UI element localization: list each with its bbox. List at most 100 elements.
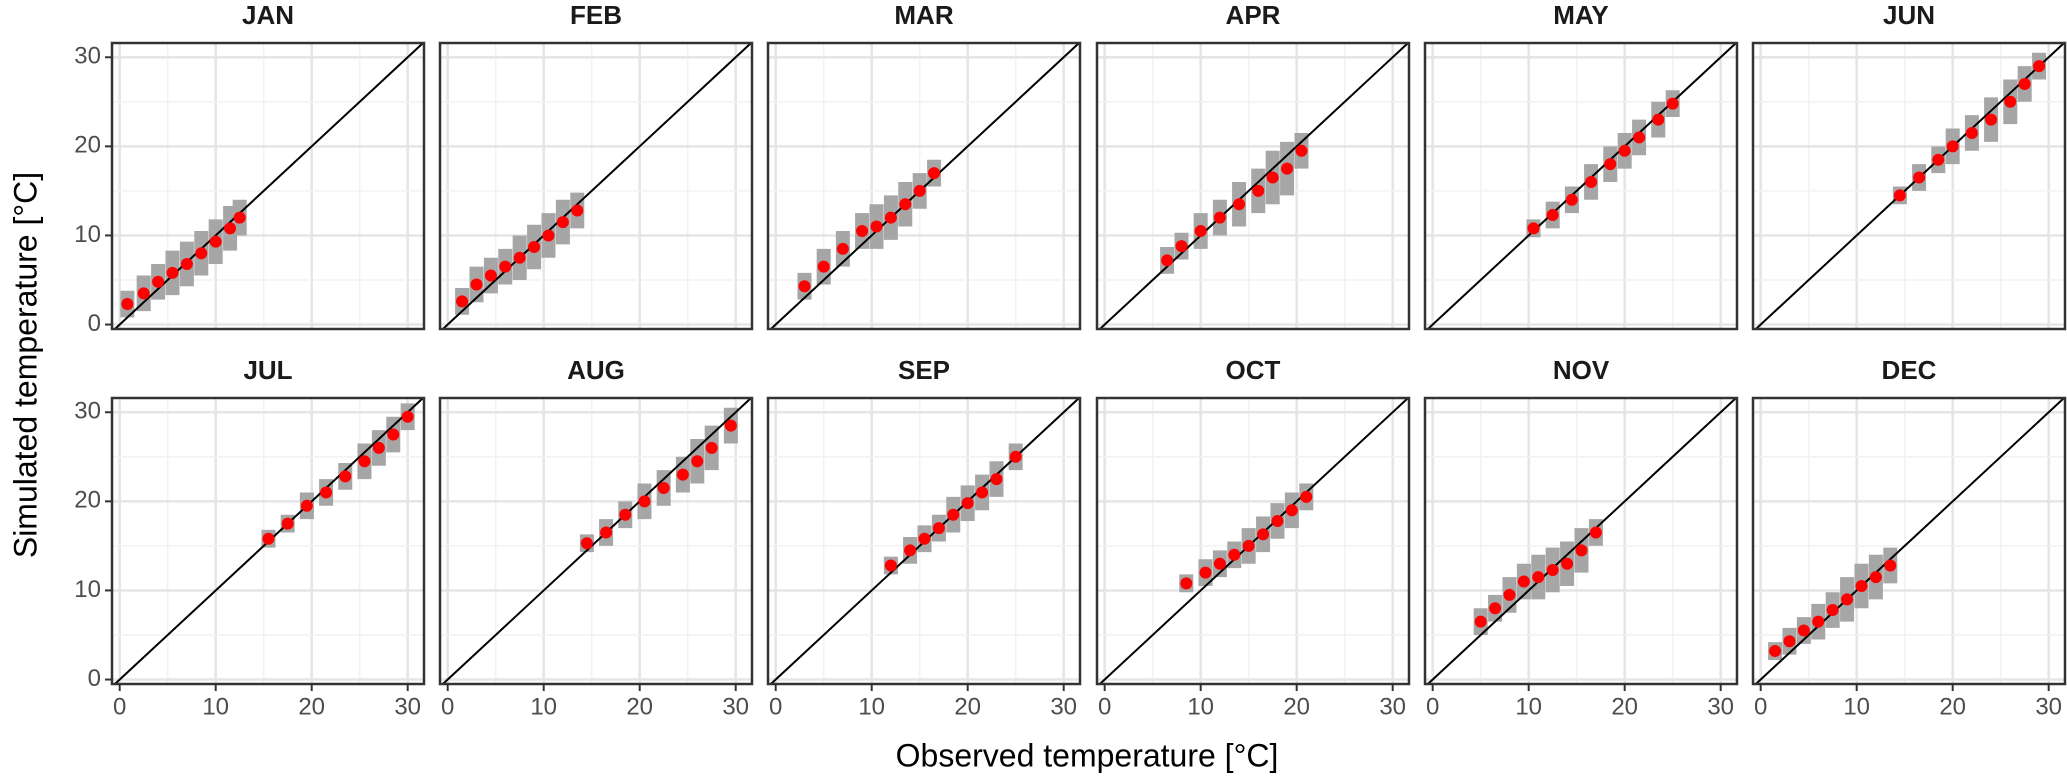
point (528, 241, 541, 254)
point (1281, 162, 1294, 175)
panel-border (110, 396, 426, 686)
x-tick-label: 0 (1098, 693, 1111, 720)
point (928, 167, 941, 180)
x-tick-label: 20 (1283, 693, 1310, 720)
point (1826, 604, 1839, 617)
facet-title: JAN (242, 0, 294, 30)
y-tick-label: 20 (74, 132, 101, 159)
one-to-one-line (1099, 42, 1409, 330)
point (1841, 593, 1854, 606)
panel-border (1095, 41, 1411, 331)
facet-title: OCT (1226, 355, 1281, 385)
point (2018, 77, 2031, 90)
point (1869, 571, 1882, 584)
x-tick-label: 20 (1611, 693, 1638, 720)
point (1769, 645, 1782, 658)
point (401, 410, 414, 423)
point (1180, 577, 1193, 590)
point (339, 470, 352, 483)
x-tick-label: 30 (394, 693, 421, 720)
point (1228, 548, 1241, 561)
point (932, 522, 945, 535)
point (1489, 602, 1502, 615)
facet-title: MAY (1553, 0, 1608, 30)
point (2004, 95, 2017, 108)
one-to-one-line (1755, 397, 2065, 685)
point (152, 275, 165, 288)
point (1527, 222, 1540, 235)
one-to-one-line (1755, 42, 2065, 330)
point (195, 247, 208, 260)
x-tick-label: 10 (202, 693, 229, 720)
point (1561, 557, 1574, 570)
point (1242, 539, 1255, 552)
facet-title: MAR (894, 0, 953, 30)
one-to-one-line (1427, 397, 1737, 685)
panel-border (1751, 41, 2067, 331)
point (836, 242, 849, 255)
panel-border (1095, 396, 1411, 686)
y-axis-title: Simulated temperature [°C] (7, 172, 43, 558)
point (1812, 615, 1825, 628)
point (918, 532, 931, 545)
point (456, 295, 469, 308)
point (1252, 184, 1265, 197)
x-tick-label: 0 (113, 693, 126, 720)
point (600, 526, 613, 539)
point (899, 198, 912, 211)
point (1194, 224, 1207, 237)
point (1546, 563, 1559, 576)
point (1503, 588, 1516, 601)
x-tick-label: 30 (1050, 693, 1077, 720)
point (705, 441, 718, 454)
panel-border (438, 396, 754, 686)
point (976, 486, 989, 499)
point (619, 508, 632, 521)
point (638, 495, 651, 508)
one-to-one-line (114, 42, 424, 330)
point (1271, 514, 1284, 527)
point (180, 257, 193, 270)
point (1965, 126, 1978, 139)
point (1009, 450, 1022, 463)
point (166, 266, 179, 279)
panel-border (110, 41, 426, 331)
facet-title: AUG (567, 355, 625, 385)
point (542, 229, 555, 242)
x-tick-label: 10 (858, 693, 885, 720)
point (137, 287, 150, 300)
facet-title: SEP (898, 355, 950, 385)
panel-border (766, 396, 1082, 686)
point (1946, 140, 1959, 153)
point (1474, 615, 1487, 628)
point (387, 428, 400, 441)
point (1652, 113, 1665, 126)
y-tick-label: 20 (74, 487, 101, 514)
point (657, 481, 670, 494)
point (1213, 557, 1226, 570)
point (1199, 566, 1212, 579)
point (1266, 171, 1279, 184)
point (499, 260, 512, 273)
point (1585, 175, 1598, 188)
point (798, 280, 811, 293)
point (1546, 208, 1559, 221)
point (1893, 189, 1906, 202)
point (209, 235, 222, 248)
panel-border (1423, 41, 1739, 331)
point (724, 419, 737, 432)
facet-title: JUN (1883, 0, 1935, 30)
point (990, 473, 1003, 486)
point (691, 455, 704, 468)
point (904, 544, 917, 557)
point (1797, 624, 1810, 637)
panel-border (1751, 396, 2067, 686)
point (300, 499, 313, 512)
y-tick-label: 10 (74, 221, 101, 248)
x-tick-label: 0 (441, 693, 454, 720)
point (1300, 490, 1313, 503)
facet-title: NOV (1553, 355, 1610, 385)
point (1633, 131, 1646, 144)
point (1604, 158, 1617, 171)
